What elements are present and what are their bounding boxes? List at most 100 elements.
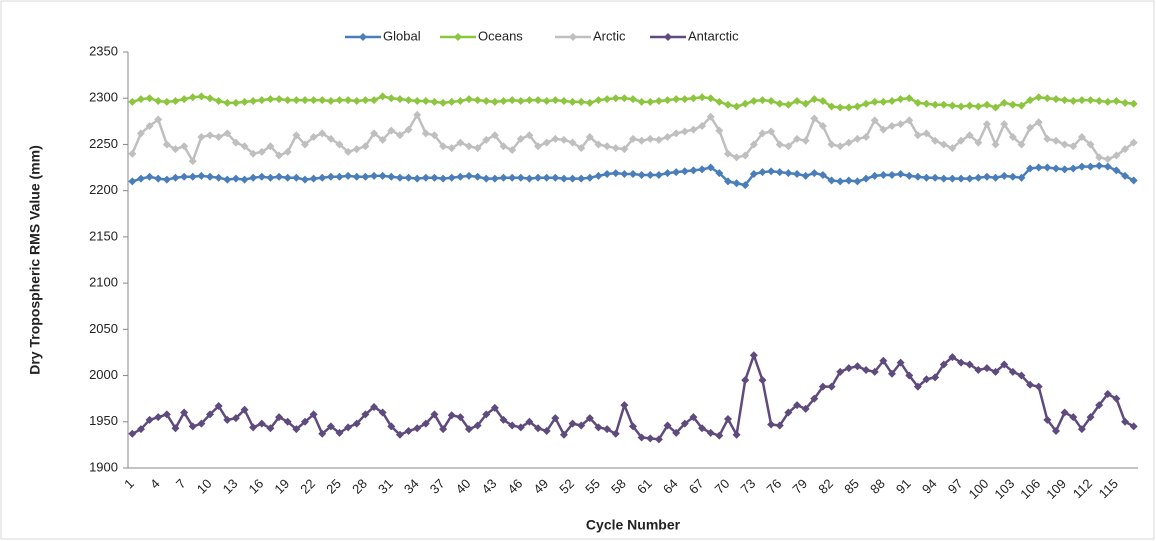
point-marker xyxy=(957,102,966,111)
point-marker xyxy=(887,170,896,179)
point-marker xyxy=(335,428,344,437)
point-marker xyxy=(637,433,646,442)
point-marker xyxy=(663,96,672,105)
point-marker xyxy=(775,168,784,177)
point-marker xyxy=(810,114,819,123)
point-marker xyxy=(508,173,517,182)
point-marker xyxy=(335,140,344,149)
point-marker xyxy=(335,172,344,181)
point-marker xyxy=(1008,133,1017,142)
point-marker xyxy=(663,169,672,178)
point-marker xyxy=(887,369,896,378)
point-marker xyxy=(473,421,482,430)
point-marker xyxy=(361,96,370,105)
point-marker xyxy=(318,173,327,182)
point-marker xyxy=(188,157,197,166)
point-marker xyxy=(689,166,698,175)
point-marker xyxy=(836,142,845,151)
point-marker xyxy=(197,419,206,428)
point-marker xyxy=(585,173,594,182)
point-marker xyxy=(1043,94,1052,103)
point-marker xyxy=(948,353,957,362)
point-marker xyxy=(801,136,810,145)
point-marker xyxy=(214,402,223,411)
point-marker xyxy=(654,135,663,144)
point-marker xyxy=(879,125,888,134)
point-marker xyxy=(1060,140,1069,149)
point-marker xyxy=(922,173,931,182)
point-marker xyxy=(257,96,266,105)
point-marker xyxy=(378,171,387,180)
point-marker xyxy=(171,96,180,105)
point-marker xyxy=(1017,371,1026,380)
point-marker xyxy=(844,103,853,112)
point-marker xyxy=(913,382,922,391)
point-marker xyxy=(188,422,197,431)
point-marker xyxy=(352,419,361,428)
point-marker xyxy=(568,174,577,183)
point-marker xyxy=(292,425,301,434)
point-marker xyxy=(939,140,948,149)
point-marker xyxy=(516,134,525,143)
point-marker xyxy=(913,172,922,181)
point-marker xyxy=(499,415,508,424)
point-marker xyxy=(749,96,758,105)
point-marker xyxy=(922,99,931,108)
point-marker xyxy=(292,131,301,140)
point-marker xyxy=(257,419,266,428)
point-marker xyxy=(620,94,629,103)
point-marker xyxy=(395,173,404,182)
legend-marker xyxy=(359,33,367,41)
y-tick-label: 2150 xyxy=(89,228,118,243)
point-marker xyxy=(1026,164,1035,173)
point-marker xyxy=(1051,136,1060,145)
point-marker xyxy=(413,110,422,119)
point-marker xyxy=(482,135,491,144)
point-marker xyxy=(309,174,318,183)
point-marker xyxy=(741,99,750,108)
y-tick-label: 1950 xyxy=(89,413,118,428)
point-marker xyxy=(559,135,568,144)
point-marker xyxy=(715,97,724,106)
point-marker xyxy=(508,145,517,154)
point-marker xyxy=(922,375,931,384)
point-marker xyxy=(534,424,543,433)
point-marker xyxy=(162,140,171,149)
point-marker xyxy=(767,420,776,429)
point-marker xyxy=(801,99,810,108)
y-tick-label: 2350 xyxy=(89,43,118,58)
point-marker xyxy=(1069,142,1078,151)
point-marker xyxy=(827,382,836,391)
point-marker xyxy=(672,129,681,138)
point-marker xyxy=(249,96,258,105)
point-marker xyxy=(818,170,827,179)
point-marker xyxy=(370,402,379,411)
y-tick-label: 2250 xyxy=(89,136,118,151)
point-marker xyxy=(318,96,327,105)
point-marker xyxy=(361,142,370,151)
point-marker xyxy=(896,120,905,129)
point-marker xyxy=(231,174,240,183)
point-marker xyxy=(784,100,793,109)
point-marker xyxy=(516,423,525,432)
point-marker xyxy=(180,408,189,417)
point-marker xyxy=(1129,99,1138,108)
point-marker xyxy=(197,171,206,180)
point-marker xyxy=(1095,401,1104,410)
point-marker xyxy=(145,121,154,130)
point-marker xyxy=(240,405,249,414)
point-marker xyxy=(206,172,215,181)
y-axis-title: Dry Tropospheric RMS Value (mm) xyxy=(27,145,43,375)
point-marker xyxy=(128,149,137,158)
point-marker xyxy=(836,177,845,186)
point-marker xyxy=(818,96,827,105)
point-marker xyxy=(905,171,914,180)
point-marker xyxy=(585,133,594,142)
point-marker xyxy=(1060,165,1069,174)
point-marker xyxy=(723,149,732,158)
point-marker xyxy=(732,430,741,439)
point-marker xyxy=(534,173,543,182)
point-marker xyxy=(793,134,802,143)
point-marker xyxy=(214,133,223,142)
